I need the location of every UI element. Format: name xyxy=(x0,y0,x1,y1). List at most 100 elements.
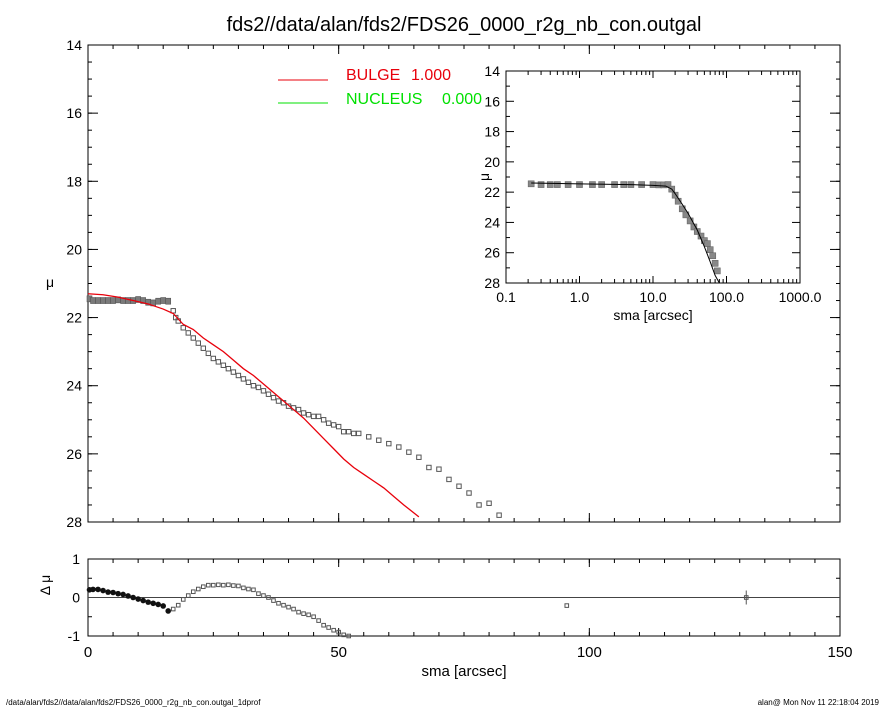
data-point xyxy=(200,345,207,351)
data-point xyxy=(185,330,191,336)
residual-point xyxy=(743,595,749,600)
residual-point xyxy=(326,625,331,630)
data-point xyxy=(225,365,232,372)
data-point xyxy=(305,411,312,418)
data-point xyxy=(295,406,302,413)
legend-value-nucleus: 0.000 xyxy=(442,91,482,108)
inset-y-axis-label: μ xyxy=(476,173,492,181)
x-axis-label: sma [arcsec] xyxy=(421,663,506,680)
residual-point xyxy=(160,603,166,609)
x-tick-label: 0 xyxy=(84,644,92,661)
data-point xyxy=(275,398,282,404)
data-point xyxy=(250,383,257,389)
data-point xyxy=(351,430,357,437)
data-point xyxy=(240,376,247,382)
footer-file-path: /data/alan/fds2//data/alan/fds2/FDS26_00… xyxy=(6,698,261,707)
inset-data-point xyxy=(554,181,561,188)
inset-data-point xyxy=(706,246,714,253)
residual-point xyxy=(221,582,226,588)
residual-point xyxy=(170,606,176,612)
inset-data-point xyxy=(704,240,711,247)
data-point xyxy=(215,359,222,365)
residual-point xyxy=(165,608,172,614)
inset-data-point xyxy=(589,181,596,188)
data-point xyxy=(285,403,292,409)
data-point xyxy=(310,413,317,420)
y-tick-label: -1 xyxy=(68,628,81,644)
inset-background xyxy=(506,71,800,283)
data-point xyxy=(220,362,227,368)
inset-model-line xyxy=(531,182,720,284)
y-tick-label: 20 xyxy=(66,241,82,257)
residual-point xyxy=(266,595,271,600)
data-point xyxy=(486,500,492,506)
residual-point xyxy=(115,590,121,597)
inset-y-tick-label: 26 xyxy=(484,245,500,261)
data-point xyxy=(456,483,462,489)
inset-data-point xyxy=(564,181,572,188)
y-tick-label: 0 xyxy=(72,590,80,606)
footer-timestamp: alan@ Mon Nov 11 22:18:04 2019 xyxy=(757,698,879,707)
residual-point xyxy=(311,614,316,620)
legend-value-bulge: 1.000 xyxy=(411,67,451,84)
data-point xyxy=(210,355,217,362)
residual-point xyxy=(331,627,336,633)
inset-data-point xyxy=(711,260,719,267)
residual-point xyxy=(271,598,276,603)
inset-x-tick-label: 100.0 xyxy=(709,289,744,305)
data-point xyxy=(235,372,242,379)
residual-point xyxy=(145,599,151,605)
inset-x-axis-label: sma [arcsec] xyxy=(613,307,692,323)
y-tick-label: 22 xyxy=(66,310,82,326)
data-point xyxy=(155,297,161,305)
residual-point xyxy=(206,582,211,588)
data-point xyxy=(345,429,352,435)
data-point xyxy=(105,297,111,304)
bulge-line xyxy=(87,293,420,518)
residual-point xyxy=(321,622,326,628)
data-point xyxy=(446,476,452,483)
residual-point xyxy=(281,602,286,608)
inset-y-tick-label: 16 xyxy=(484,93,500,109)
inset-data-point xyxy=(693,228,701,235)
data-point xyxy=(260,388,267,394)
residual-point xyxy=(564,603,570,608)
residual-point xyxy=(251,587,256,593)
residual-point xyxy=(261,593,266,598)
residual-point xyxy=(105,589,111,595)
inset-y-tick-label: 18 xyxy=(484,124,500,140)
data-point xyxy=(340,429,347,435)
residual-point xyxy=(246,586,251,592)
data-point xyxy=(315,413,322,420)
residual-point xyxy=(336,629,341,635)
residual-point xyxy=(316,618,321,623)
data-point xyxy=(356,430,362,437)
data-point xyxy=(230,369,237,375)
chart-title: fds2//data/alan/fds2/FDS26_0000_r2g_nb_c… xyxy=(226,14,702,36)
y-tick-label: 24 xyxy=(66,378,82,394)
data-point xyxy=(466,490,472,496)
residual-point xyxy=(211,582,216,588)
inset-data-point xyxy=(709,252,717,260)
residual-point xyxy=(201,584,206,590)
residual-point xyxy=(95,586,101,593)
y-tick-label: 26 xyxy=(66,446,82,462)
residual-point xyxy=(216,582,221,588)
y-tick-label: 1 xyxy=(72,551,80,567)
residual-point xyxy=(256,591,261,596)
data-point xyxy=(205,350,212,357)
residual-point xyxy=(100,587,106,594)
data-point xyxy=(330,422,337,428)
inset-data-point xyxy=(576,181,583,188)
data-point xyxy=(406,449,412,455)
data-point xyxy=(110,297,116,304)
residual-point xyxy=(130,594,136,601)
residual-point xyxy=(180,597,186,602)
x-tick-label: 150 xyxy=(827,644,852,661)
inset-data-point xyxy=(714,267,721,275)
residual-point xyxy=(110,589,116,596)
data-point xyxy=(300,410,307,416)
data-point xyxy=(335,423,342,430)
inset-data-point xyxy=(649,181,657,188)
residual-point xyxy=(120,591,126,598)
